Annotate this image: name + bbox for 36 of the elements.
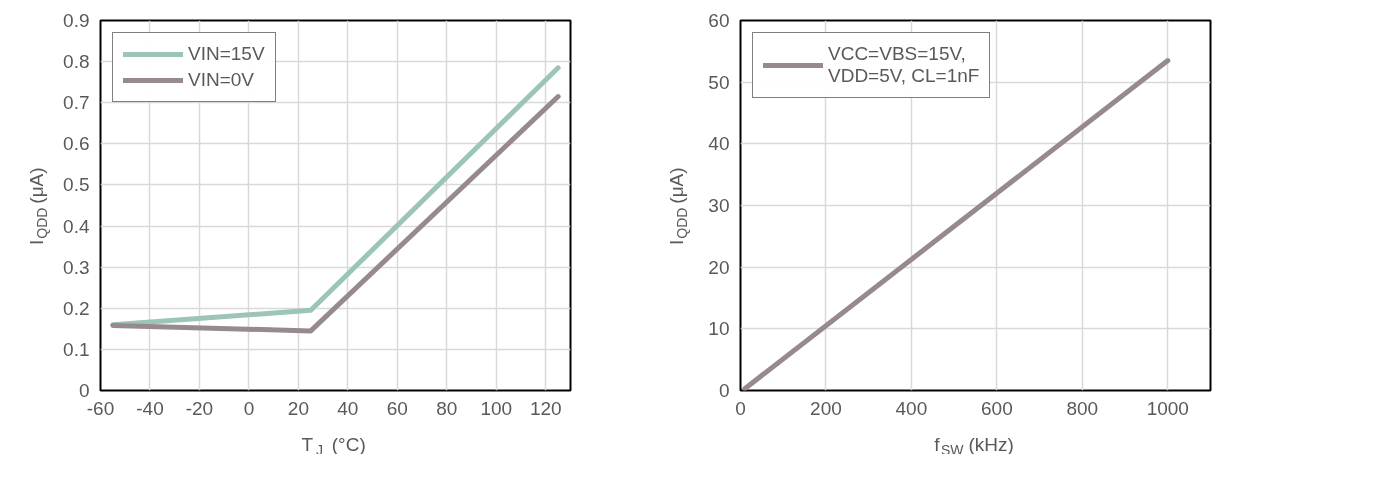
y-axis-title: IQDD (μA)	[666, 167, 690, 245]
x-tick-label: 120	[529, 397, 562, 419]
x-tick-label: 1000	[1146, 397, 1189, 419]
y-tick-label: 0.8	[63, 51, 90, 73]
x-tick-label: 400	[895, 397, 928, 419]
y-tick-label: 0.7	[63, 92, 90, 114]
y-tick-label: 60	[708, 10, 730, 31]
y-tick-label: 20	[708, 256, 730, 278]
x-tick-label: 80	[436, 397, 458, 419]
y-tick-label: 40	[708, 133, 730, 155]
x-tick-label: 0	[735, 397, 746, 419]
y-tick-label: 0.5	[63, 174, 90, 196]
y-tick-label: 50	[708, 71, 730, 93]
y-tick-label: 0.3	[63, 256, 90, 278]
y-tick-label: 0.1	[63, 338, 90, 360]
x-tick-label: 800	[1066, 397, 1099, 419]
y-tick-label: 0.4	[63, 215, 90, 237]
y-tick-label: 0.6	[63, 133, 90, 155]
y-tick-label: 10	[708, 318, 730, 340]
x-tick-label: 200	[810, 397, 842, 419]
x-tick-label: 100	[480, 397, 513, 419]
y-tick-label: 30	[708, 195, 730, 216]
x-tick-label: 20	[287, 397, 309, 419]
y-tick-label: 0.2	[63, 297, 90, 319]
legend-label: VIN=15V	[188, 43, 265, 65]
legend-label: VIN=0V	[188, 69, 255, 91]
x-tick-label: -40	[136, 397, 164, 419]
x-tick-label: 40	[337, 397, 359, 419]
y-tick-label: 0.9	[63, 10, 90, 31]
x-tick-label: 0	[243, 397, 255, 419]
legend-label: VCC=VBS=15V, VDD=5V, CL=1nF	[828, 43, 980, 87]
y-axis-title: IQDD (μA)	[26, 167, 50, 245]
x-tick-label: -20	[185, 397, 214, 419]
x-tick-label: 60	[386, 397, 408, 419]
x-tick-label: 600	[981, 397, 1013, 419]
y-tick-label: 0	[718, 380, 730, 401]
